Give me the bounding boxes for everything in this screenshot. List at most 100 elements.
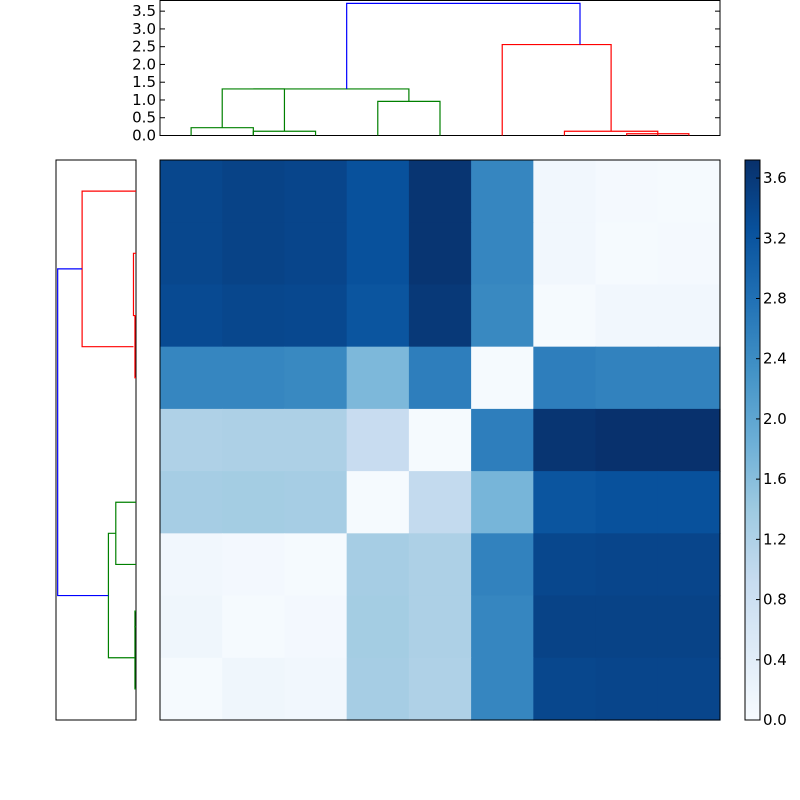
- heatmap-cell-6-3: [346, 533, 410, 597]
- colorbar-tick-label-4: 1.6: [763, 470, 787, 488]
- heatmap-cell-5-6: [533, 471, 597, 534]
- heatmap-cell-0-3: [346, 160, 410, 223]
- heatmap-cell-5-3: [346, 471, 410, 534]
- heatmap-cell-4-7: [595, 408, 659, 472]
- heatmap-cell-1-0: [160, 222, 223, 286]
- heatmap-cell-5-4: [408, 471, 472, 534]
- top-dendrogram-ytick-label-5: 2.5: [132, 38, 156, 56]
- colorbar-tick-label-8: 3.2: [763, 229, 787, 247]
- heatmap-cell-3-6: [533, 346, 597, 410]
- heatmap-cell-2-2: [284, 284, 348, 348]
- top-dendrogram: 0.00.51.01.52.02.53.03.5: [132, 0, 721, 145]
- colorbar: 0.0 0.4 0.8 1.2 1.6 2.0 2.4 2.8 3.2 3.6: [744, 159, 787, 729]
- heatmap-cell-4-1: [222, 408, 286, 472]
- heatmap-cell-7-2: [284, 595, 348, 659]
- heatmap-cell-3-8: [657, 346, 721, 410]
- heatmap-cell-0-8: [657, 160, 721, 223]
- heatmap-cell-4-3: [346, 408, 410, 472]
- heatmap-cell-7-6: [533, 595, 597, 659]
- heatmap-cell-0-6: [533, 160, 597, 223]
- heatmap-cell-8-6: [533, 657, 597, 721]
- heatmap-cell-3-4: [408, 346, 472, 410]
- heatmap-cell-4-5: [471, 408, 534, 472]
- heatmap-cell-7-8: [657, 595, 721, 659]
- heatmap-cell-2-1: [222, 284, 286, 348]
- heatmap-cell-2-7: [595, 284, 659, 348]
- left-dendrogram-link-1: [134, 610, 136, 628]
- heatmap-cell-6-0: [160, 533, 223, 597]
- colorbar-tick-label-6: 2.4: [763, 350, 787, 368]
- colorbar-tick-label-2: 0.8: [763, 591, 787, 609]
- heatmap-cell-7-0: [160, 595, 223, 659]
- heatmap-cell-7-5: [471, 595, 534, 659]
- top-dendrogram-link-7: [501, 43, 612, 136]
- heatmap-cell-1-8: [657, 222, 721, 286]
- heatmap-cell-4-4: [408, 408, 472, 472]
- heatmap-cell-5-5: [471, 471, 534, 534]
- heatmap-cell-8-7: [595, 657, 659, 721]
- heatmap-cell-6-2: [284, 533, 348, 597]
- left-dendrogram-link-5: [132, 252, 136, 317]
- top-dendrogram-link-6: [626, 133, 690, 136]
- heatmap-cell-1-4: [408, 222, 472, 286]
- colorbar-tick-label-3: 1.2: [763, 530, 787, 548]
- heatmap-cell-0-4: [408, 160, 472, 223]
- heatmap-cell-0-1: [222, 160, 286, 223]
- heatmap-cell-4-0: [160, 408, 223, 472]
- heatmap-matrix: [159, 159, 721, 721]
- heatmap-cell-6-7: [595, 533, 659, 597]
- top-dendrogram-ytick-label-6: 3.0: [132, 20, 156, 38]
- heatmap-cell-1-2: [284, 222, 348, 286]
- colorbar-tick-label-5: 2.0: [763, 410, 787, 428]
- heatmap-cell-5-7: [595, 471, 659, 534]
- colorbar-gradient: [744, 159, 761, 721]
- heatmap-cell-5-1: [222, 471, 286, 534]
- left-dendrogram: [55, 159, 137, 721]
- heatmap-cell-1-5: [471, 222, 534, 286]
- top-dendrogram-ytick-label-0: 0.0: [132, 127, 156, 145]
- heatmap-cell-7-7: [595, 595, 659, 659]
- heatmap-cell-3-2: [284, 346, 348, 410]
- heatmap-cell-8-1: [222, 657, 286, 721]
- left-dendrogram-link-7: [57, 268, 109, 597]
- top-dendrogram-ytick-label-3: 1.5: [132, 73, 156, 91]
- heatmap-cell-4-6: [533, 408, 597, 472]
- colorbar-tick-label-0: 0.0: [763, 711, 787, 729]
- top-dendrogram-link-4: [253, 88, 410, 102]
- heatmap-cell-5-8: [657, 471, 721, 534]
- heatmap-cell-1-1: [222, 222, 286, 286]
- top-dendrogram-ytick-label-1: 0.5: [132, 109, 156, 127]
- heatmap-cell-2-8: [657, 284, 721, 348]
- heatmap-cell-0-5: [471, 160, 534, 223]
- colorbar-tick-label-1: 0.4: [763, 651, 787, 669]
- heatmap-cell-3-7: [595, 346, 659, 410]
- heatmap-cell-7-4: [408, 595, 472, 659]
- top-dendrogram-ytick-label-7: 3.5: [132, 2, 156, 20]
- heatmap-cell-8-2: [284, 657, 348, 721]
- heatmap-cell-7-3: [346, 595, 410, 659]
- heatmap-cell-2-5: [471, 284, 534, 348]
- top-dendrogram-ytick-label-4: 2.0: [132, 55, 156, 73]
- heatmap-cell-0-0: [160, 160, 223, 223]
- heatmap-cell-8-5: [471, 657, 534, 721]
- heatmap-cell-3-5: [471, 346, 534, 410]
- heatmap-cell-8-0: [160, 657, 223, 721]
- top-dendrogram-ytick-label-2: 1.0: [132, 91, 156, 109]
- heatmap-cell-7-1: [222, 595, 286, 659]
- heatmap-frame: [159, 159, 721, 721]
- heatmap-cell-2-6: [533, 284, 597, 348]
- heatmap-cell-2-4: [408, 284, 472, 348]
- heatmap-cell-0-7: [595, 160, 659, 223]
- heatmap-cell-1-7: [595, 222, 659, 286]
- colorbar-tick-label-7: 2.8: [763, 289, 787, 307]
- heatmap-cell-3-1: [222, 346, 286, 410]
- left-dendrogram-frame: [55, 159, 137, 721]
- heatmap-cell-2-0: [160, 284, 223, 348]
- heatmap-cell-4-8: [657, 408, 721, 472]
- heatmap-cell-1-3: [346, 222, 410, 286]
- heatmap-cell-4-2: [284, 408, 348, 472]
- heatmap-cell-3-3: [346, 346, 410, 410]
- top-dendrogram-link-8: [346, 2, 581, 89]
- heatmap-cell-6-8: [657, 533, 721, 597]
